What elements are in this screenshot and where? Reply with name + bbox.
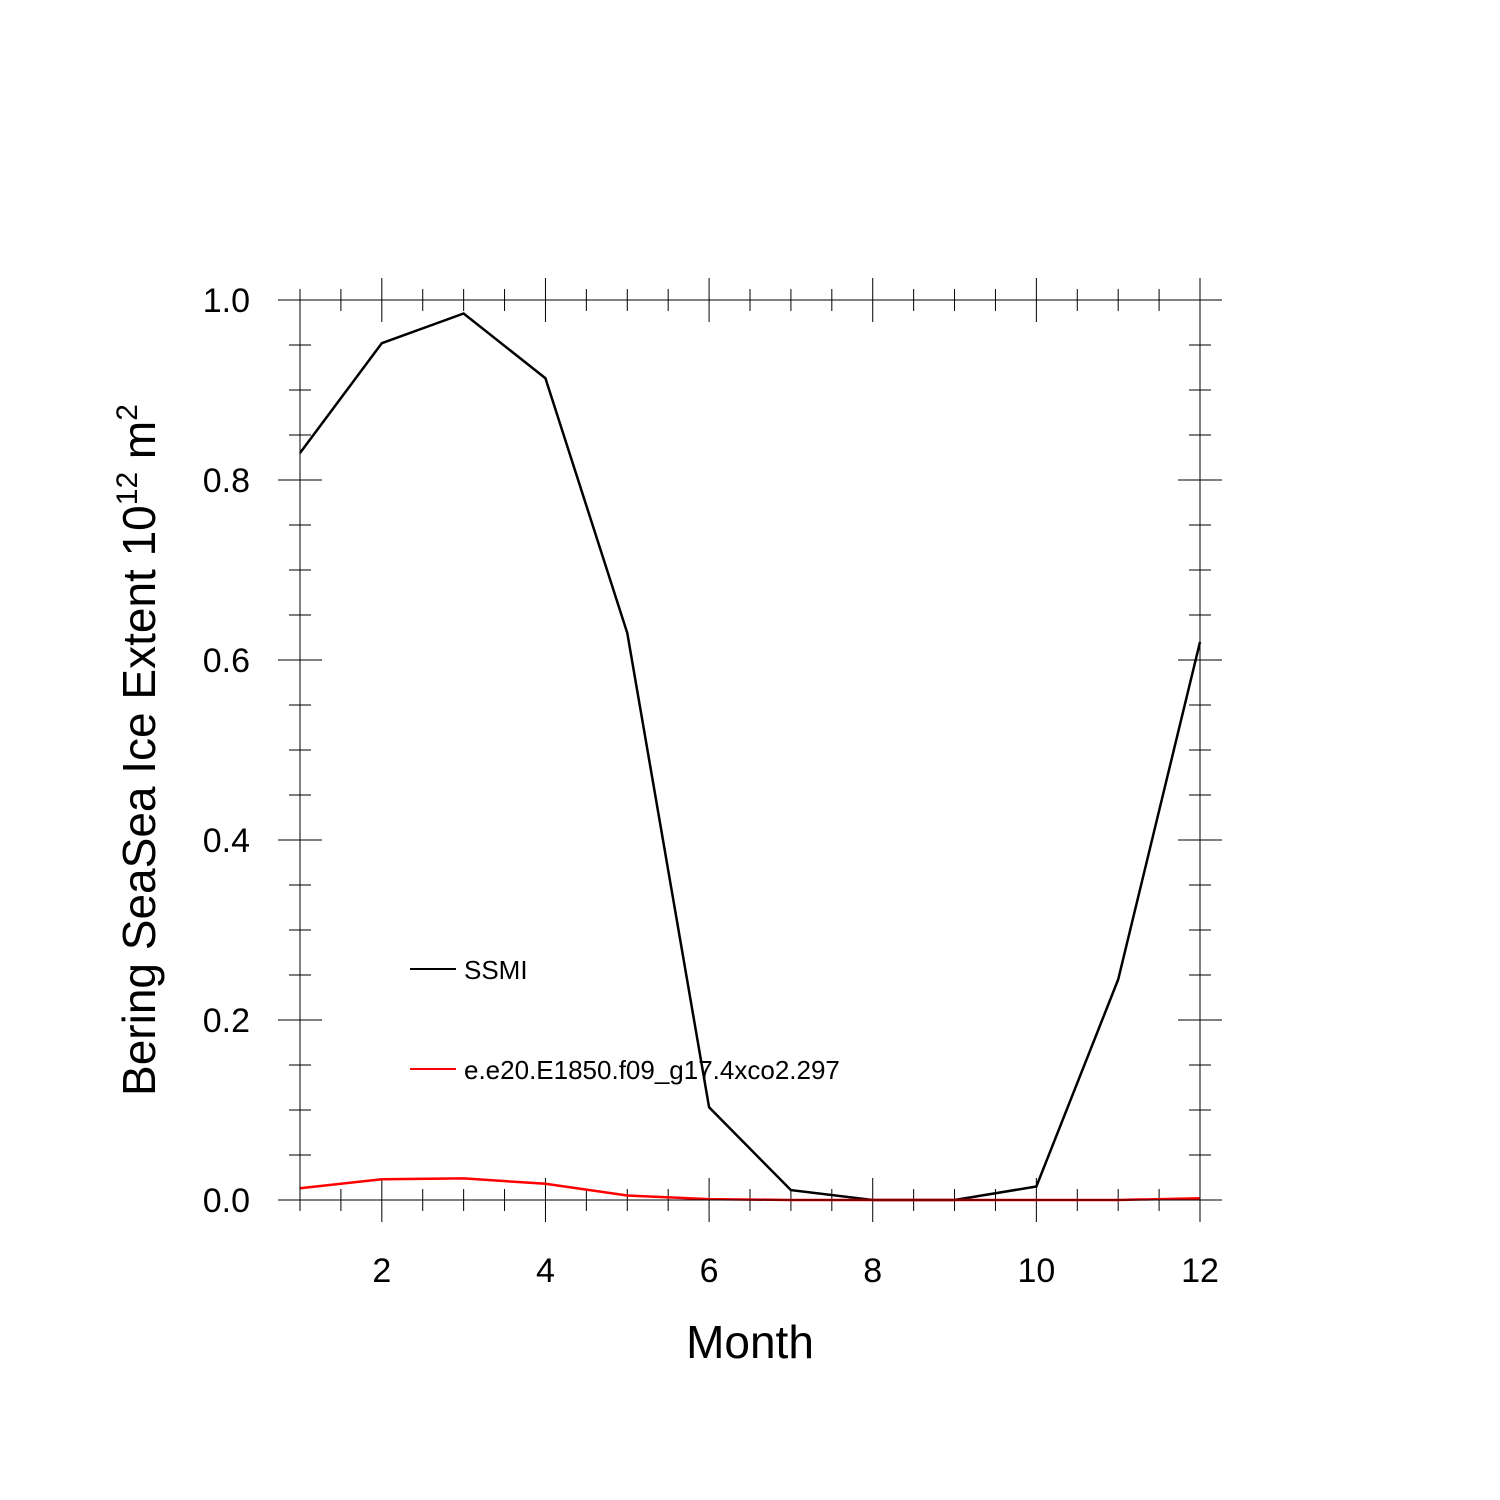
y-tick-label: 0.2 [203,1002,250,1040]
x-tick-label: 8 [863,1252,882,1290]
x-tick-label: 10 [1017,1252,1055,1290]
y-tick-label: 1.0 [203,282,250,320]
y-axis-title: Bering SeaSea Ice Extent 1012 m2 [111,404,165,1096]
x-tick-label: 12 [1181,1252,1219,1290]
legend: SSMI e.e20.E1850.f09_g17.4xco2.297 [410,955,840,1085]
legend-label-ssmi: SSMI [464,955,528,985]
series-line-ssmi [298,312,1202,1202]
y-tick-label: 0.4 [203,822,250,860]
tick-labels: 2 4 6 8 10 12 0.0 0.2 0.4 0.6 0.8 1.0 [203,282,1219,1290]
x-axis-title: Month [686,1316,814,1368]
plot-frame [299,299,1201,1201]
y-tick-label: 0.6 [203,642,250,680]
y-tick-label: 0.8 [203,462,250,500]
x-tick-label: 4 [536,1252,555,1290]
y-axis-title-text: Bering SeaSea Ice Extent 10 [113,505,165,1096]
y-tick-label: 0.0 [203,1182,250,1220]
x-tick-label: 6 [700,1252,719,1290]
y-axis-title-exponent: 12 [111,472,144,505]
x-tick-label: 2 [372,1252,391,1290]
y-axis-title-unit-exponent: 2 [111,404,144,421]
legend-label-model: e.e20.E1850.f09_g17.4xco2.297 [464,1055,840,1085]
y-axis-title-unit: m [113,421,165,472]
